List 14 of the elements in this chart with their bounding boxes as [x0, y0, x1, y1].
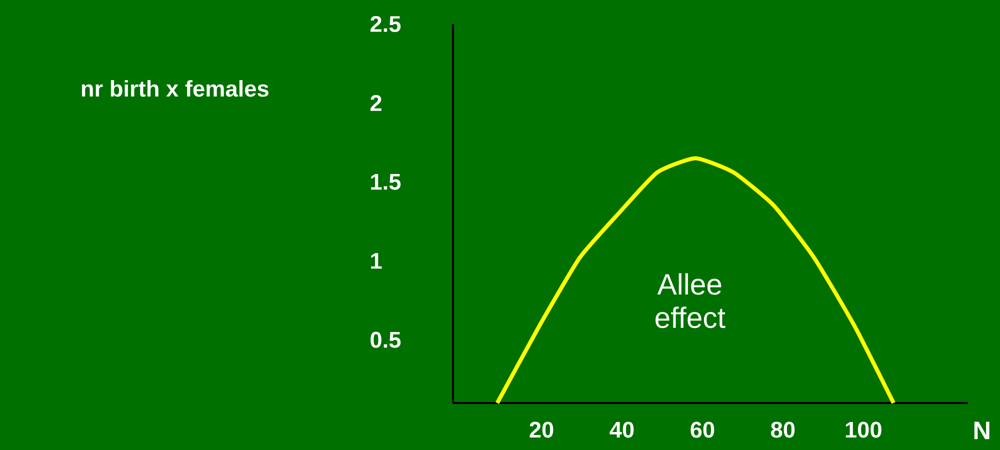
x-tick-label: 100	[846, 422, 882, 438]
y-axis-title: nr birth x females	[82, 80, 268, 97]
y-tick-label: 1	[371, 253, 382, 269]
x-tick-label: 80	[771, 422, 795, 438]
y-tick-label: 0.5	[370, 332, 401, 348]
annotation: Allee effect	[656, 273, 726, 328]
y-tick-label: 1.5	[371, 174, 401, 190]
line-series	[495, 156, 896, 405]
x-axis-title: N	[974, 422, 990, 440]
y-tick-label: 2	[370, 95, 382, 111]
x-tick-label: 20	[530, 422, 554, 438]
x-tick-label: 60	[690, 422, 714, 438]
y-tick-label: 2.5	[370, 16, 401, 32]
x-tick-label: 40	[610, 422, 634, 438]
